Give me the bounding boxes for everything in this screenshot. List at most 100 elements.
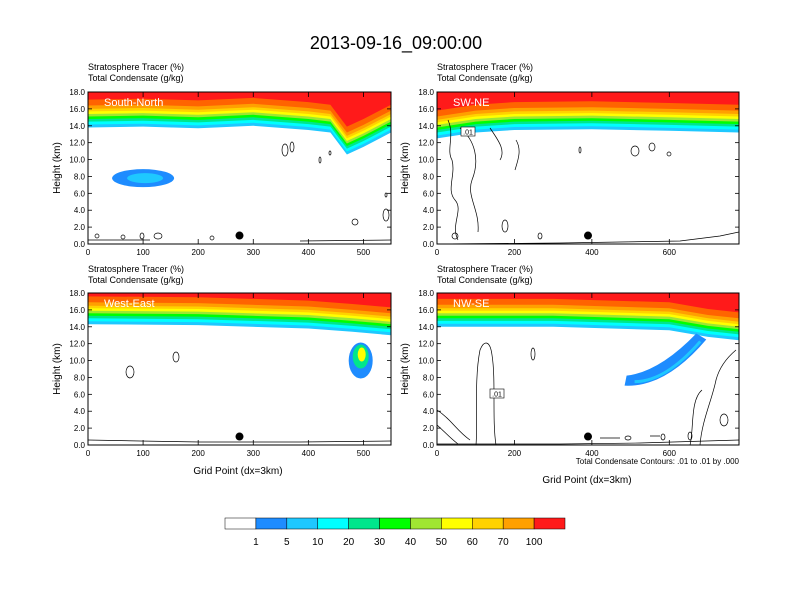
panel-west-east: West-East 0.0 2.0 4.0 6.0 8.0 10.0 12.0 14.0 16.0… xyxy=(69,289,392,458)
location-marker xyxy=(584,432,592,441)
x-tick-label: 300 xyxy=(247,248,261,257)
location-marker xyxy=(235,432,244,441)
colorbar-swatch xyxy=(348,517,380,530)
contour xyxy=(328,150,332,156)
panel-frame xyxy=(436,91,740,245)
location-marker xyxy=(584,231,592,240)
p1-header-condensate: Total Condensate (g/kg) xyxy=(88,73,184,83)
x-tick-label: 0 xyxy=(435,248,440,257)
colorbar-swatch xyxy=(224,517,257,530)
contour-label-box xyxy=(460,126,476,137)
y-tick-label: 18.0 xyxy=(418,88,434,97)
y-tick-label: 4.0 xyxy=(423,206,435,215)
x-tick-label: 200 xyxy=(508,248,522,257)
p2-y-axis-label: Height (km) xyxy=(400,142,411,194)
y-tick-label: 14.0 xyxy=(418,323,434,332)
y-tick-label: 8.0 xyxy=(423,373,435,382)
y-tick-label: 6.0 xyxy=(423,189,435,198)
contour xyxy=(351,218,359,226)
panel-sw-ne: .01 SW-NE 0.0 2.0 4.0 6.0 8.0 10.0 12.0 14.0 16.0 1… xyxy=(418,88,740,257)
y-tick-label: 16.0 xyxy=(69,105,85,114)
condensate-contours xyxy=(437,119,739,244)
x-tick-label: 600 xyxy=(663,248,677,257)
contour xyxy=(88,439,391,443)
colorbar-swatch xyxy=(441,517,473,530)
y-tick-label: 2.0 xyxy=(423,223,435,232)
tracer-band xyxy=(88,293,391,308)
tracer-plume xyxy=(624,333,707,386)
tracer-blob-core xyxy=(127,173,164,184)
y-tick-label: 4.0 xyxy=(74,206,86,215)
y-tick-label: 6.0 xyxy=(423,390,435,399)
x-tick-label: 0 xyxy=(435,449,440,458)
y-tick-label: 12.0 xyxy=(418,340,434,349)
colorbar-label: 20 xyxy=(343,537,355,548)
contour-label: .01 xyxy=(492,392,502,399)
contour xyxy=(437,439,739,445)
contour xyxy=(530,347,536,361)
tracer-band xyxy=(437,293,739,313)
x-tick-label: 500 xyxy=(357,248,371,257)
y-tick-label: 0.0 xyxy=(74,240,86,249)
panel-name: West-East xyxy=(104,298,155,310)
y-tick-label: 6.0 xyxy=(74,189,86,198)
contour xyxy=(281,143,289,157)
panel-nw-se: .01 NW-SE 0.0 2.0 4.0 6.0 8.0 10.0 12.0 14.0 16.0 1… xyxy=(418,289,740,458)
contour xyxy=(630,145,640,157)
p1-header-tracer: Stratosphere Tracer (%) xyxy=(88,62,184,72)
colorbar-label: 50 xyxy=(436,537,448,548)
contour xyxy=(172,351,180,363)
panel-name: NW-SE xyxy=(453,298,489,310)
contour xyxy=(318,156,322,164)
x-tick-label: 400 xyxy=(302,449,316,458)
x-tick-label: 0 xyxy=(86,449,91,458)
y-tick-label: 4.0 xyxy=(423,407,435,416)
colorbar-label: 1 xyxy=(253,537,259,548)
contour xyxy=(437,119,739,244)
panel-plot-area: .01 xyxy=(437,293,739,445)
tracer-band xyxy=(88,92,391,127)
contour xyxy=(719,413,729,427)
p3-y-axis-label: Height (km) xyxy=(52,343,63,395)
condensate-contours xyxy=(88,351,391,443)
colorbar-swatch xyxy=(379,517,411,530)
colorbar-label: 30 xyxy=(374,537,386,548)
y-tick-label: 8.0 xyxy=(74,172,86,181)
x-tick-label: 300 xyxy=(247,449,261,458)
contour-label: .01 xyxy=(463,130,473,137)
panel-south-north: South-North 0.0 2.0 4.0 6.0 8.0 10.0 12.0 14.0 16… xyxy=(69,88,392,257)
condensate-contours xyxy=(437,342,739,445)
y-tick-label: 6.0 xyxy=(74,390,86,399)
panel-plot-area xyxy=(88,293,391,445)
contour xyxy=(537,232,543,240)
y-tick-label: 0.0 xyxy=(423,441,435,450)
y-tick-label: 16.0 xyxy=(418,105,434,114)
colorbar-swatch xyxy=(286,517,318,530)
y-tick-label: 8.0 xyxy=(74,373,86,382)
contour xyxy=(687,431,693,441)
contour xyxy=(125,365,135,379)
contour xyxy=(289,141,295,153)
y-tick-label: 14.0 xyxy=(69,122,85,131)
y-tick-label: 18.0 xyxy=(418,289,434,298)
contour xyxy=(501,219,509,233)
y-tick-label: 12.0 xyxy=(69,139,85,148)
p4-header-condensate: Total Condensate (g/kg) xyxy=(437,275,533,285)
contour xyxy=(660,433,666,441)
panel-frame xyxy=(87,292,392,446)
p3-header-condensate: Total Condensate (g/kg) xyxy=(88,275,184,285)
colorbar-swatch xyxy=(502,517,535,530)
tracer-blob-core xyxy=(357,347,366,362)
contour xyxy=(437,342,737,445)
colorbar-swatch xyxy=(255,517,288,530)
x-tick-label: 500 xyxy=(357,449,371,458)
condensate-contours xyxy=(88,141,391,242)
y-tick-label: 18.0 xyxy=(69,88,85,97)
colorbar-swatch xyxy=(533,517,566,530)
y-tick-label: 10.0 xyxy=(418,156,434,165)
y-tick-label: 4.0 xyxy=(74,407,86,416)
colorbar-label: 70 xyxy=(498,537,510,548)
contour xyxy=(209,235,215,241)
